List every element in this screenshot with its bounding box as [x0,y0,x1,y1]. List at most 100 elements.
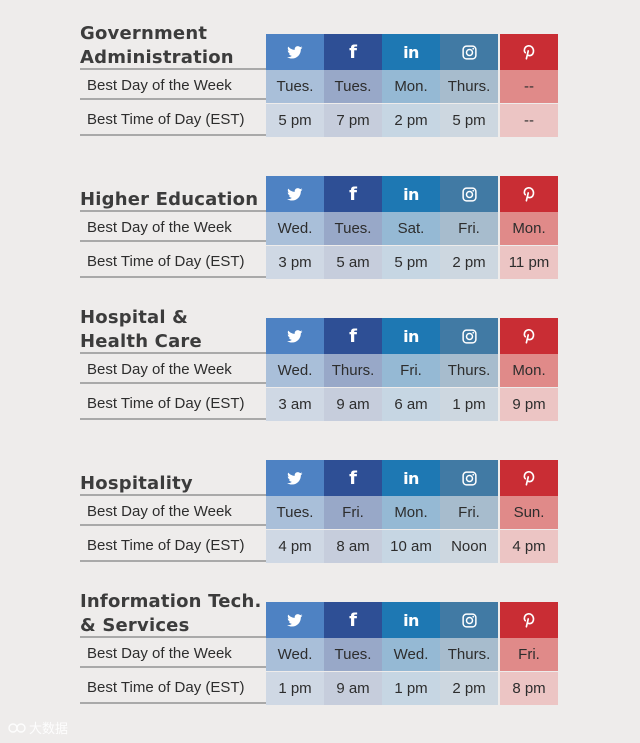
best-time-cell: Noon [440,530,498,563]
network-header [266,176,324,212]
best-time-cell: 2 pm [440,672,498,705]
best-time-cell: 5 pm [266,104,324,137]
best-time-cell: 5 am [324,246,382,279]
best-time-cell: 9 am [324,388,382,421]
best-day-cell: Tues. [266,496,324,529]
best-day-cell: Mon. [500,354,558,387]
row-label-best-day: Best Day of the Week [80,352,266,384]
best-day-cell: Mon. [500,212,558,245]
row-label-best-time: Best Time of Day (EST) [80,530,266,562]
industry-title-line: Hospitality [80,473,193,494]
best-time-cell: -- [500,104,558,137]
best-day-cell: Wed. [266,354,324,387]
best-day-cell: Mon. [382,70,440,103]
best-day-cell: Thurs. [324,354,382,387]
industry-title-line: Hospital & [80,307,189,328]
industry-title: Government Administration [80,16,266,70]
network-header [440,176,498,212]
row-label-best-time: Best Time of Day (EST) [80,246,266,278]
network-header: f [324,176,382,212]
network-header [500,460,558,496]
industry-title: Hospitality [80,442,266,496]
linkedin-icon: in [403,184,419,204]
row-label-best-day: Best Day of the Week [80,636,266,668]
watermark: 大数据 [8,718,68,737]
network-header: f [324,318,382,354]
industry-title-line: Higher Education [80,189,259,210]
best-day-cell: Fri. [440,212,498,245]
network-header [440,602,498,638]
best-time-cell: 2 pm [382,104,440,137]
twitter-icon [287,613,303,627]
network-header: in [382,318,440,354]
network-header [266,34,324,70]
twitter-icon [287,471,303,485]
row-label-best-day: Best Day of the Week [80,494,266,526]
linkedin-icon: in [403,42,419,62]
linkedin-icon: in [403,326,419,346]
best-time-cell: 2 pm [440,246,498,279]
facebook-icon: f [349,467,357,489]
best-day-cell: Tues. [324,70,382,103]
row-label-best-time: Best Time of Day (EST) [80,672,266,704]
industry-section: Information Tech. & Services Best Day of t… [0,584,640,705]
best-day-cell: Mon. [382,496,440,529]
best-time-cell: 1 pm [440,388,498,421]
best-day-cell: Fri. [440,496,498,529]
network-header: in [382,34,440,70]
best-day-cell: Tues. [324,638,382,671]
best-day-cell: Wed. [266,638,324,671]
linkedin-icon: in [403,468,419,488]
watermark-text: 大数据 [29,721,69,736]
best-time-cell: 8 pm [500,672,558,705]
best-day-cell: Thurs. [440,638,498,671]
industry-title-line: Health Care [80,331,202,352]
network-header [266,318,324,354]
best-time-cell: 3 pm [266,246,324,279]
instagram-icon [461,186,477,202]
best-day-cell: Tues. [324,212,382,245]
best-day-cell: Wed. [266,212,324,245]
industry-title: Higher Education [80,158,266,212]
best-day-cell: Fri. [382,354,440,387]
row-label-best-day: Best Day of the Week [80,68,266,100]
network-header [500,318,558,354]
best-time-cell: 6 am [382,388,440,421]
network-header [440,460,498,496]
best-time-cell: 4 pm [500,530,558,563]
best-day-cell: Thurs. [440,354,498,387]
linkedin-icon: in [403,610,419,630]
best-time-cell: 5 pm [440,104,498,137]
best-time-cell: 7 pm [324,104,382,137]
best-day-cell: Fri. [500,638,558,671]
network-header: f [324,460,382,496]
industry-title-line: & Services [80,615,190,636]
network-header [266,602,324,638]
row-label-best-time: Best Time of Day (EST) [80,104,266,136]
industry-section: Hospital & Health Care Best Day of the Wee… [0,300,640,421]
facebook-icon: f [349,41,357,63]
industry-title-line: Administration [80,47,234,68]
network-header: in [382,460,440,496]
network-header: f [324,602,382,638]
twitter-icon [287,45,303,59]
industry-title-line: Information Tech. [80,591,262,612]
best-day-cell: Sun. [500,496,558,529]
network-header [500,176,558,212]
twitter-icon [287,329,303,343]
pinterest-icon [523,328,535,344]
facebook-icon: f [349,325,357,347]
best-day-cell: Sat. [382,212,440,245]
best-day-cell: Wed. [382,638,440,671]
pinterest-icon [523,186,535,202]
best-time-cell: 9 pm [500,388,558,421]
network-header [500,34,558,70]
network-header [440,318,498,354]
industry-section: Higher Education Best Day of the Week Best… [0,158,640,279]
best-time-cell: 8 am [324,530,382,563]
instagram-icon [461,328,477,344]
best-time-cell: 4 pm [266,530,324,563]
network-header [500,602,558,638]
network-header: in [382,176,440,212]
network-header: in [382,602,440,638]
